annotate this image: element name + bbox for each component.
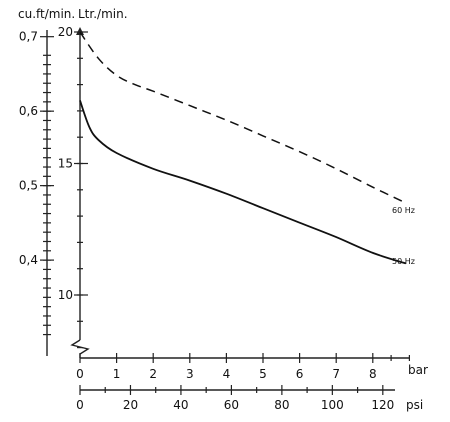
bar-tick-label: 4 bbox=[223, 367, 231, 381]
series-50hz-line bbox=[79, 100, 406, 265]
psi-axis-ticks: 0 20 40 60 80 100 120 bbox=[76, 385, 394, 412]
psi-tick-label: 0 bbox=[76, 398, 84, 412]
bar-tick-label: 1 bbox=[113, 367, 121, 381]
left-tick-label: 0,4 bbox=[19, 253, 38, 267]
bar-tick-label: 8 bbox=[369, 367, 377, 381]
series-60hz-line bbox=[79, 31, 407, 204]
psi-tick-label: 100 bbox=[321, 398, 344, 412]
psi-tick-label: 120 bbox=[371, 398, 394, 412]
bar-tick-label: 0 bbox=[76, 367, 84, 381]
bar-axis-title: bar bbox=[408, 363, 428, 377]
left-axis-ticks: 0,4 0,5 0,6 0,7 bbox=[19, 30, 54, 336]
left-tick-label: 0,7 bbox=[19, 30, 38, 44]
bar-tick-label: 7 bbox=[332, 367, 340, 381]
left-axis-title: cu.ft/min. bbox=[18, 7, 75, 21]
ltr-tick-label: 20 bbox=[58, 25, 73, 39]
psi-axis-title: psi bbox=[406, 398, 423, 412]
left-tick-label: 0,6 bbox=[19, 104, 38, 118]
ltr-tick-label: 10 bbox=[58, 288, 73, 302]
psi-tick-label: 80 bbox=[274, 398, 289, 412]
bar-tick-label: 5 bbox=[259, 367, 267, 381]
ltr-tick-label: 15 bbox=[58, 157, 73, 171]
psi-tick-label: 60 bbox=[224, 398, 239, 412]
ltr-axis-ticks: 10 15 20 bbox=[58, 25, 88, 349]
psi-tick-label: 20 bbox=[123, 398, 138, 412]
series-50hz-label: 50 Hz bbox=[392, 257, 415, 266]
bar-tick-label: 3 bbox=[186, 367, 194, 381]
bar-tick-label: 2 bbox=[149, 367, 157, 381]
bar-tick-label: 6 bbox=[296, 367, 304, 381]
right-axis-title: Ltr./min. bbox=[78, 7, 128, 21]
psi-tick-label: 40 bbox=[173, 398, 188, 412]
left-tick-label: 0,5 bbox=[19, 179, 38, 193]
ltr-axis-arrow bbox=[76, 27, 84, 35]
bar-axis-ticks: 0 1 2 3 4 5 6 7 8 bbox=[76, 353, 410, 381]
series-60hz-label: 60 Hz bbox=[392, 206, 415, 215]
